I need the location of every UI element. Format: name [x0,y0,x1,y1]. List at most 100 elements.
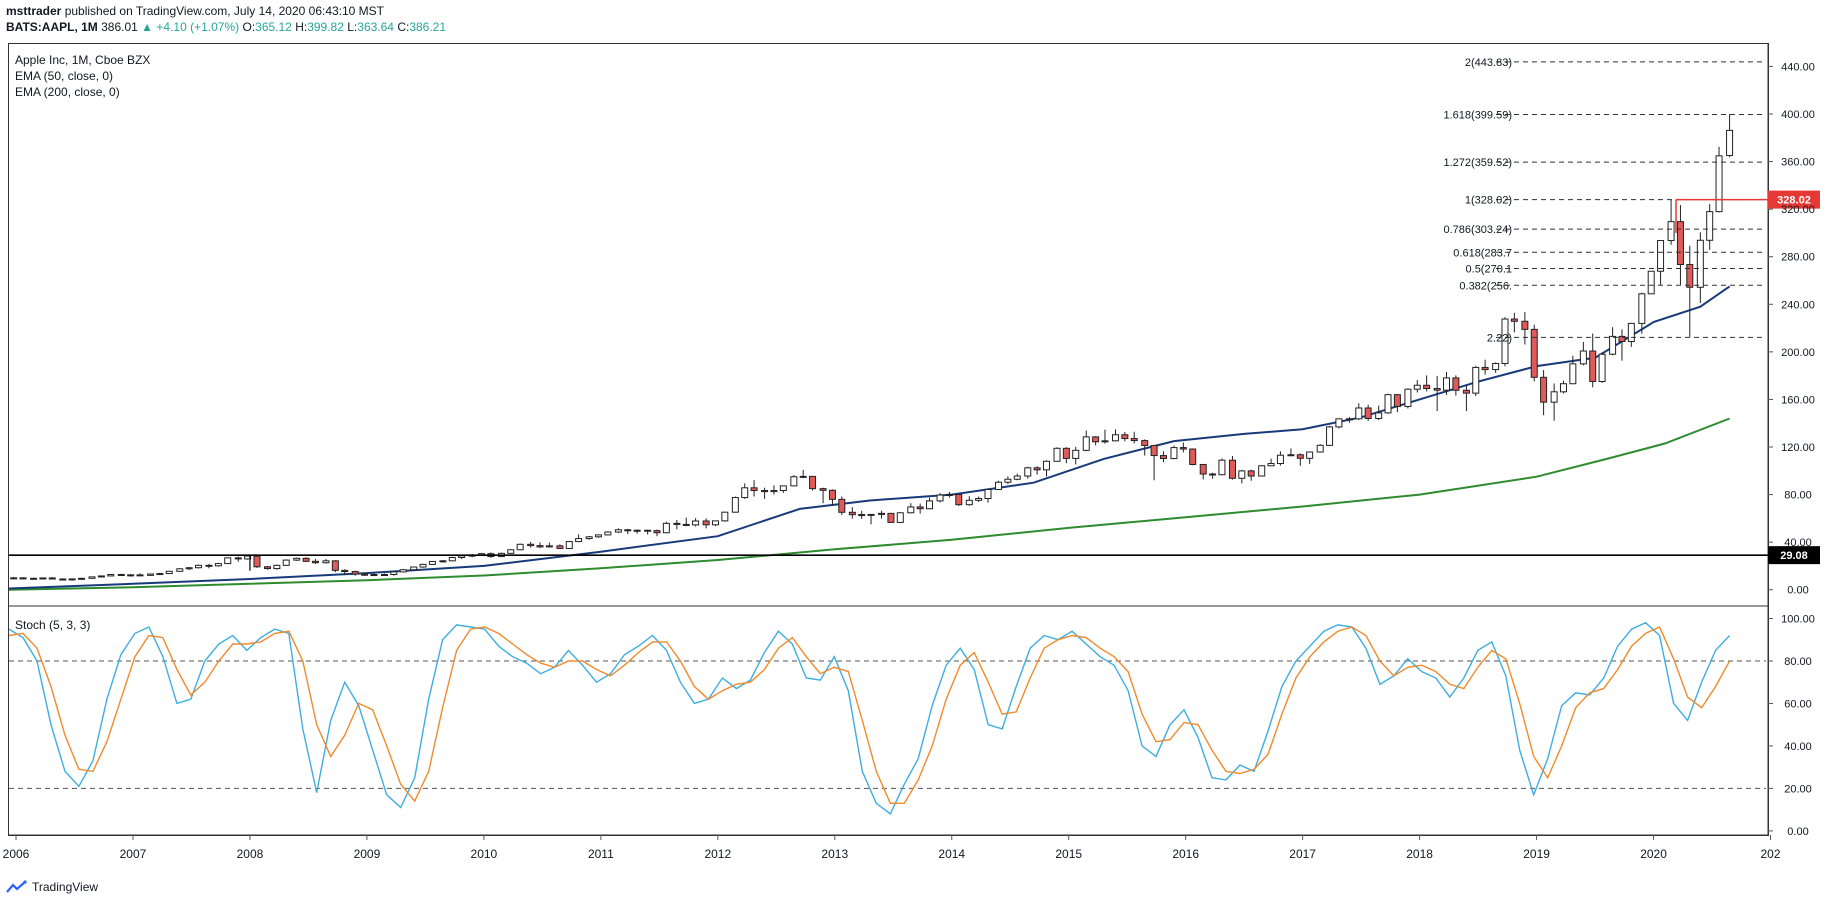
candle-body [692,520,700,526]
candle-body [750,487,758,492]
price-axis-label: 200.00 [1781,347,1815,359]
candle-up [1726,114,1734,158]
candle-down [1130,431,1138,444]
candle-body [205,564,213,567]
candle-body [136,574,144,577]
candle-body [838,498,846,513]
candle-up [1715,146,1723,213]
candle-down [1121,432,1129,442]
candle-down [1393,393,1401,413]
candle-up [1443,371,1451,395]
candle-body [117,574,125,577]
candle-up [984,488,992,503]
legend-ema50[interactable]: EMA (50, close, 0) [15,69,114,83]
candle-up [1550,383,1558,421]
time-axis-label: 2015 [1055,847,1082,861]
candle-body [916,506,924,510]
candle-up [1287,448,1295,457]
candle-body [507,549,515,554]
candle-body [68,578,76,581]
candle-body [439,560,447,563]
support-tag-label: 29.08 [1780,550,1808,562]
published-text: published on TradingView.com, July 14, 2… [64,4,385,18]
candle-body [624,529,632,532]
candle-up [741,483,749,499]
candle-body [1492,363,1500,371]
candle-body [1375,412,1383,419]
candle-down [1150,444,1158,481]
candle-body [878,512,886,515]
candle-body [322,560,330,564]
candle-up [614,528,622,533]
candle-up [878,510,886,519]
symbol-label[interactable]: BATS:AAPL, 1M [6,20,98,34]
candle-body [147,573,155,576]
candle-body [995,481,1003,490]
candle-body [761,490,769,493]
candle-down [1159,451,1167,463]
time-axis[interactable]: 2006 2007 2008 2009 2010 2011 2012 2013 2014 2015… [3,835,1781,861]
candle-body [955,493,963,506]
candle-up [1501,317,1509,367]
candle-body [1130,438,1138,442]
stoch-axis-label: 0.00 [1787,826,1808,838]
candle-body [370,574,378,577]
legend-stoch[interactable]: Stoch (5, 3, 3) [15,618,91,632]
candle-body [253,555,261,568]
candle-down [527,541,535,548]
candle-down [59,578,67,581]
time-axis-label: 2010 [471,847,498,861]
candle-body [1199,463,1207,475]
candle-down [848,507,856,519]
candle-body [721,511,729,522]
candle-body [1326,426,1334,446]
candle-up [1316,444,1324,453]
candle-body [1345,418,1353,421]
candle-body [1296,454,1304,459]
candle-body [1121,434,1129,440]
candle-body [1540,376,1548,403]
candle-body [575,538,583,543]
candle-down [361,572,369,576]
fib-level-label: 0.5(270.1 [1466,263,1512,275]
candle-up [1627,322,1635,347]
price-axis[interactable]: 0.00 40.00 80.00 120.00 160.00 200.00 240.00 28… [1768,61,1815,838]
publisher-name[interactable]: msttrader [6,4,62,18]
last-price: 386.01 [101,20,138,34]
candle-body [1170,447,1178,460]
candle-body [1686,264,1694,288]
time-axis-label: 2013 [821,847,848,861]
candle-up [867,513,875,525]
candle-body [107,574,115,577]
candle-down [887,512,895,523]
candle-down [673,520,681,530]
candle-down [1179,442,1187,453]
candle-up [1667,199,1675,245]
candle-up [907,503,915,514]
candle-body [127,574,135,577]
candle-body [263,566,271,570]
candle-body [867,513,875,516]
candle-body [1355,407,1363,420]
candle-body [1443,377,1451,391]
price-axis-label: 40.00 [1784,537,1812,549]
candle-up [604,531,612,536]
candle-up [1657,240,1665,285]
candle-up [1276,451,1284,466]
legend-title[interactable]: Apple Inc, 1M, Cboe BZX [15,53,151,67]
close-label: C: [397,20,410,34]
tradingview-signature[interactable]: TradingView [6,880,98,894]
candle-body [595,534,603,538]
candle-body [1101,440,1109,443]
candle-body [790,476,798,487]
candle-up [770,485,778,495]
candle-down [955,493,963,506]
candle-body [194,564,202,569]
legend-ema200[interactable]: EMA (200, close, 0) [15,85,120,99]
ema200-line [8,417,1730,591]
candle-down [828,489,836,506]
candle-down [136,573,144,577]
candle-up [224,557,232,565]
candle-body [341,569,349,573]
